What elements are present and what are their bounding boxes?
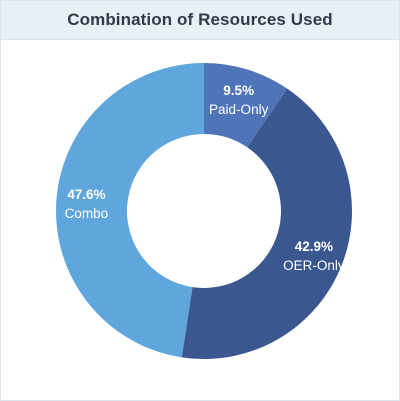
donut-labels: 9.5% Paid-Only 42.9% OER-Only 47.6% Combo: [65, 83, 345, 273]
data-label-paid-only-name: Paid-Only: [209, 102, 269, 117]
donut-chart: 9.5% Paid-Only 42.9% OER-Only 47.6% Combo: [55, 63, 353, 359]
data-label-combo-value: 47.6%: [67, 187, 105, 202]
data-label-oer-only-name: OER-Only: [283, 258, 345, 273]
chart-title: Combination of Resources Used: [67, 10, 333, 29]
slice-combo[interactable]: [55, 63, 204, 358]
slice-oer-only[interactable]: [181, 88, 353, 359]
chart-header: Combination of Resources Used: [1, 1, 399, 40]
data-label-oer-only-value: 42.9%: [295, 239, 333, 254]
data-label-combo-name: Combo: [65, 206, 109, 221]
donut-slices: [55, 63, 353, 359]
data-label-paid-only-value: 9.5%: [223, 83, 254, 98]
slice-paid-only[interactable]: [204, 63, 288, 148]
